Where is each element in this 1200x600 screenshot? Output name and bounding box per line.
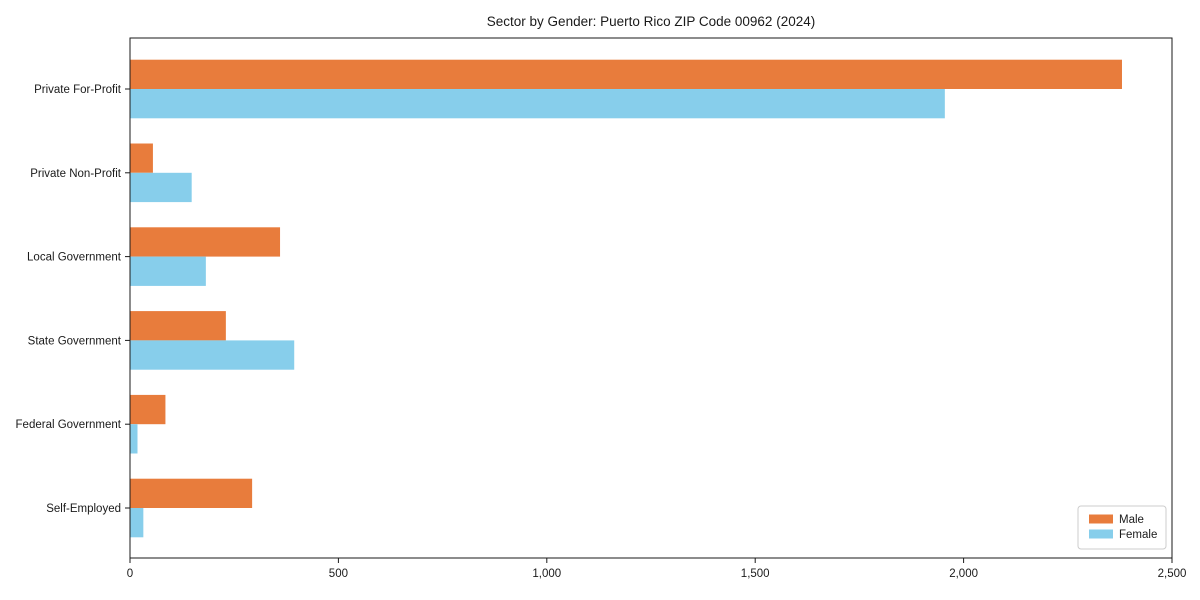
y-tick-label-state-government: State Government (28, 335, 122, 347)
bar-male-private-non-profit (130, 143, 153, 173)
plot-border (129, 37, 1173, 559)
chart-plot-group: Private For-Profit Private Non-Profit Loca… (16, 59, 1187, 580)
bar-female-local-government (130, 256, 206, 286)
bar-male-local-government (130, 227, 281, 257)
y-tick-label-private-non-profit: Private Non-Profit (30, 168, 122, 180)
bar-male-private-for-profit (130, 59, 1122, 89)
bar-male-state-government (130, 311, 226, 341)
x-tick-label-500: 500 (329, 568, 348, 580)
x-tick-label-2000: 2,000 (949, 568, 978, 580)
y-tick-label-federal-government: Federal Government (16, 419, 122, 431)
legend-label-male: Male (1119, 514, 1144, 526)
x-tick-label-2500: 2,500 (1158, 568, 1187, 580)
chart-title: Sector by Gender: Puerto Rico ZIP Code 0… (487, 14, 815, 29)
legend-swatch-male (1089, 514, 1113, 524)
bar-female-self-employed (130, 508, 144, 538)
y-tick-label-local-government: Local Government (27, 252, 122, 264)
bar-female-state-government (130, 340, 295, 370)
bar-female-federal-government (130, 424, 138, 454)
x-tick-label-0: 0 (127, 568, 133, 580)
x-tick-label-1000: 1,000 (532, 568, 561, 580)
legend-swatch-female (1089, 529, 1113, 539)
y-tick-label-self-employed: Self-Employed (46, 503, 121, 515)
legend-box (1077, 505, 1167, 550)
bar-male-federal-government (130, 394, 166, 425)
legend-label-female: Female (1119, 529, 1157, 541)
bar-male-self-employed (130, 478, 253, 508)
y-tick-label-private-for-profit: Private For-Profit (34, 84, 122, 96)
bar-female-private-for-profit (130, 89, 945, 119)
bar-female-private-non-profit (130, 172, 192, 203)
x-tick-label-1500: 1,500 (741, 568, 770, 580)
